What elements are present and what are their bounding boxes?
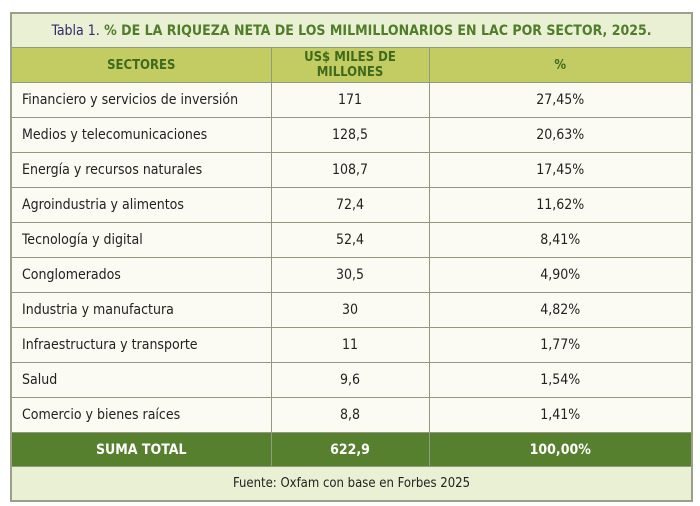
- header-usd: US$ MILES DE MILLONES: [270, 47, 430, 83]
- table-row: Energía y recursos naturales 108,7 17,45%: [10, 152, 693, 188]
- cell-percent: 20,63%: [428, 117, 693, 153]
- cell-sector: Conglomerados: [10, 257, 272, 293]
- cell-usd: 128,5: [270, 117, 430, 153]
- table-row: Tecnología y digital 52,4 8,41%: [10, 222, 693, 258]
- sector-wealth-table: Tabla 1. % DE LA RIQUEZA NETA DE LOS MIL…: [10, 12, 693, 502]
- cell-percent: 4,82%: [428, 292, 693, 328]
- cell-usd: 171: [270, 82, 430, 118]
- table-row: Agroindustria y alimentos 72,4 11,62%: [10, 187, 693, 223]
- cell-usd: 11: [270, 327, 430, 363]
- cell-percent: 1,77%: [428, 327, 693, 363]
- source-note: Fuente: Oxfam con base en Forbes 2025: [10, 466, 693, 502]
- cell-sector: Medios y telecomunicaciones: [10, 117, 272, 153]
- total-label: SUMA TOTAL: [10, 432, 272, 467]
- cell-sector: Salud: [10, 362, 272, 398]
- cell-percent: 11,62%: [428, 187, 693, 223]
- cell-sector: Comercio y bienes raíces: [10, 397, 272, 433]
- cell-usd: 52,4: [270, 222, 430, 258]
- cell-usd: 30,5: [270, 257, 430, 293]
- total-usd: 622,9: [270, 432, 430, 467]
- title-text: % DE LA RIQUEZA NETA DE LOS MILMILLONARI…: [99, 22, 652, 39]
- table-row: Financiero y servicios de inversión 171 27…: [10, 82, 693, 118]
- cell-percent: 4,90%: [428, 257, 693, 293]
- table-row: Conglomerados 30,5 4,90%: [10, 257, 693, 293]
- cell-percent: 17,45%: [428, 152, 693, 188]
- table-row: Salud 9,6 1,54%: [10, 362, 693, 398]
- table-row: Industria y manufactura 30 4,82%: [10, 292, 693, 328]
- header-sectores: SECTORES: [10, 47, 272, 83]
- table-row: Medios y telecomunicaciones 128,5 20,63%: [10, 117, 693, 153]
- cell-percent: 1,54%: [428, 362, 693, 398]
- cell-sector: Tecnología y digital: [10, 222, 272, 258]
- cell-sector: Agroindustria y alimentos: [10, 187, 272, 223]
- cell-sector: Energía y recursos naturales: [10, 152, 272, 188]
- cell-percent: 1,41%: [428, 397, 693, 433]
- title-label: Tabla 1.: [51, 22, 100, 39]
- header-percent: %: [428, 47, 693, 83]
- cell-usd: 30: [270, 292, 430, 328]
- total-row: SUMA TOTAL 622,9 100,00%: [10, 432, 693, 467]
- cell-sector: Financiero y servicios de inversión: [10, 82, 272, 118]
- cell-percent: 8,41%: [428, 222, 693, 258]
- table-title: Tabla 1. % DE LA RIQUEZA NETA DE LOS MIL…: [10, 12, 693, 48]
- table-row: Infraestructura y transporte 11 1,77%: [10, 327, 693, 363]
- table-row: Comercio y bienes raíces 8,8 1,41%: [10, 397, 693, 433]
- cell-usd: 72,4: [270, 187, 430, 223]
- cell-usd: 9,6: [270, 362, 430, 398]
- cell-sector: Industria y manufactura: [10, 292, 272, 328]
- cell-usd: 8,8: [270, 397, 430, 433]
- cell-sector: Infraestructura y transporte: [10, 327, 272, 363]
- cell-percent: 27,45%: [428, 82, 693, 118]
- cell-usd: 108,7: [270, 152, 430, 188]
- total-percent: 100,00%: [428, 432, 693, 467]
